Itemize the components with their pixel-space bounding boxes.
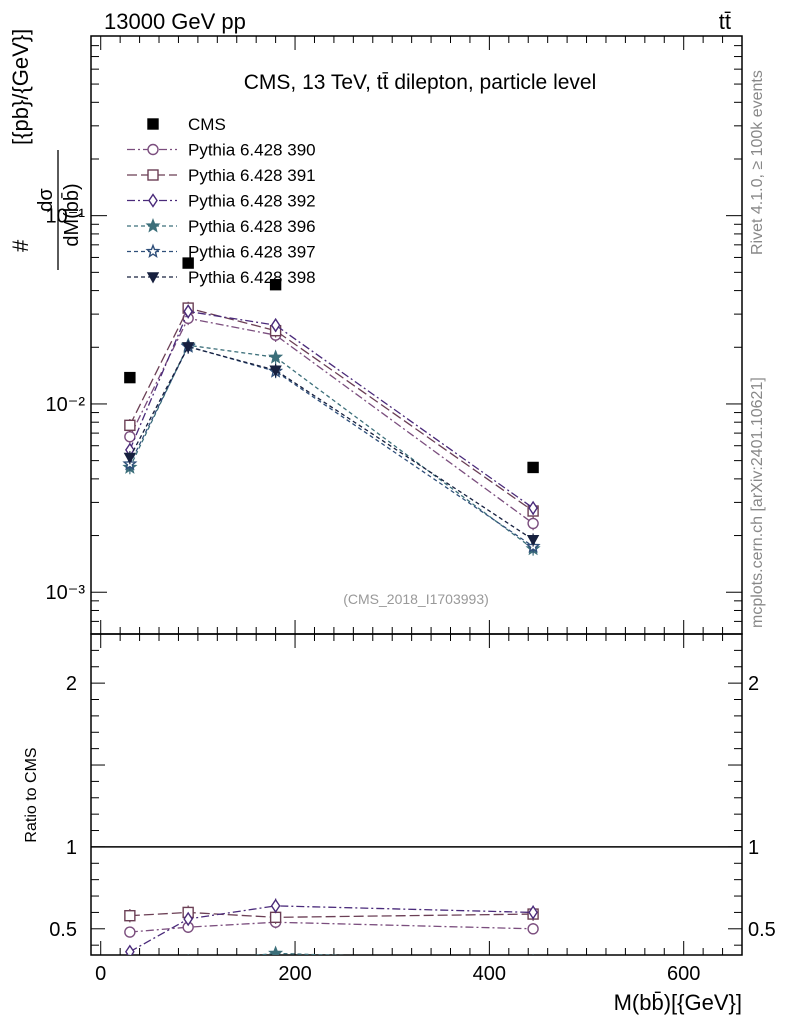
series-line-s391 (129, 307, 534, 512)
ratio-y-tick-label: 1 (66, 837, 77, 859)
ylabel-denominator: dM(bb̄) (60, 183, 83, 246)
point-s396 (129, 953, 131, 955)
legend-marker-s392 (148, 193, 158, 208)
legend-label-data: CMS (188, 115, 226, 134)
point-data (269, 278, 282, 291)
point-s392 (528, 500, 538, 516)
point-s392 (183, 304, 194, 319)
y-tick-label: 10⁻² (46, 394, 86, 416)
ratio-y-tick-label-right: 1 (748, 837, 759, 859)
point-s390 (124, 926, 136, 938)
x-tick-label: 600 (667, 963, 700, 985)
point-s398 (526, 535, 540, 547)
analysis-label: (CMS_2018_I1703993) (343, 591, 489, 607)
point-s391 (124, 909, 136, 922)
series-line-s391 (129, 911, 534, 918)
ratio-y-tick-label-right: 0.5 (748, 919, 776, 941)
point-data (124, 371, 136, 384)
ylabel-prefix: # (8, 239, 33, 252)
main-y-axis-label: # dσ dM(bb̄) [{pb}/{GeV}] (8, 29, 83, 270)
legend-marker-data (147, 118, 159, 130)
point-s390 (527, 923, 539, 935)
point-s391 (124, 419, 136, 432)
ratio-y-tick-label: 2 (66, 673, 77, 695)
x-tick-label: 0 (95, 963, 106, 985)
legend-label-s390: Pythia 6.428 390 (188, 141, 316, 160)
plot-title: CMS, 13 TeV, tt̄ dilepton, particle leve… (244, 71, 597, 94)
ratio-panel-frame (90, 633, 743, 956)
legend-marker-s397 (145, 243, 161, 258)
point-s391 (269, 911, 282, 924)
series-s392 (125, 898, 538, 955)
legend-marker-s391 (147, 169, 159, 181)
point-data (182, 257, 194, 269)
x-tick-label: 400 (473, 963, 506, 985)
ratio-y-tick-label: 0.5 (49, 919, 77, 941)
point-s390 (527, 517, 539, 530)
ratio-y-tick-label-right: 2 (748, 673, 759, 695)
series-line-s390 (129, 921, 534, 933)
axis-tick-labels: 10⁻³ 10⁻² 10⁻¹ 0.5 0.5 1 1 2 2 0 200 400 600 (46, 206, 776, 985)
point-s392 (270, 317, 281, 333)
point-s398 (123, 452, 137, 464)
series-line-s398 (129, 346, 534, 541)
ylabel-numerator: dσ (35, 188, 57, 212)
point-s396 (187, 953, 189, 955)
point-s396 (268, 945, 284, 955)
series-s390 (124, 916, 539, 938)
series-s396 (122, 337, 541, 556)
point-s392 (125, 944, 135, 955)
point-s396 (268, 349, 284, 364)
series-s396 (129, 945, 534, 955)
x-tick-label: 200 (278, 963, 311, 985)
point-s392 (183, 911, 194, 927)
point-s392 (270, 898, 281, 914)
ratio-y-axis-label: Ratio to CMS (23, 747, 40, 842)
point-s398 (181, 342, 195, 354)
series-s397 (122, 338, 541, 554)
series-data (124, 257, 539, 474)
ratio-series-group (124, 898, 539, 955)
legend-label-s396: Pythia 6.428 396 (188, 217, 316, 236)
legend-label-s397: Pythia 6.428 397 (188, 243, 316, 262)
legend-label-s392: Pythia 6.428 392 (188, 192, 316, 211)
process-label: tt̄ (719, 9, 731, 34)
mcplots-label: mcplots.cern.ch [arXiv:2401.10621] (749, 377, 766, 628)
rivet-label: Rivet 4.1.0, ≥ 100k events (749, 70, 766, 255)
main-series-group (122, 257, 541, 556)
point-data (527, 461, 539, 474)
point-s398 (269, 365, 282, 377)
point-s390 (124, 430, 136, 443)
legend-marker-s390 (147, 143, 159, 156)
point-s392 (528, 905, 538, 920)
legend-marker-s398 (146, 272, 160, 284)
y-tick-label: 10⁻¹ (46, 206, 86, 228)
y-tick-label: 10⁻³ (46, 582, 86, 604)
series-s398 (123, 340, 540, 547)
legend: CMS Pythia 6.428 390 Pythia 6.428 391 Pythi… (127, 115, 316, 287)
point-s396 (532, 953, 534, 955)
axis-ticks (91, 35, 742, 955)
ylabel-unit: [{pb}/{GeV}] (8, 29, 33, 145)
legend-label-s398: Pythia 6.428 398 (188, 268, 316, 287)
series-line-s390 (129, 317, 534, 524)
energy-label: 13000 GeV pp (104, 9, 246, 34)
series-line-s392 (129, 905, 534, 953)
legend-marker-s396 (145, 218, 161, 233)
x-axis-label: M(bb̄)[{GeV}] (614, 990, 742, 1015)
legend-label-s391: Pythia 6.428 391 (188, 166, 316, 185)
series-line-s392 (129, 310, 534, 509)
